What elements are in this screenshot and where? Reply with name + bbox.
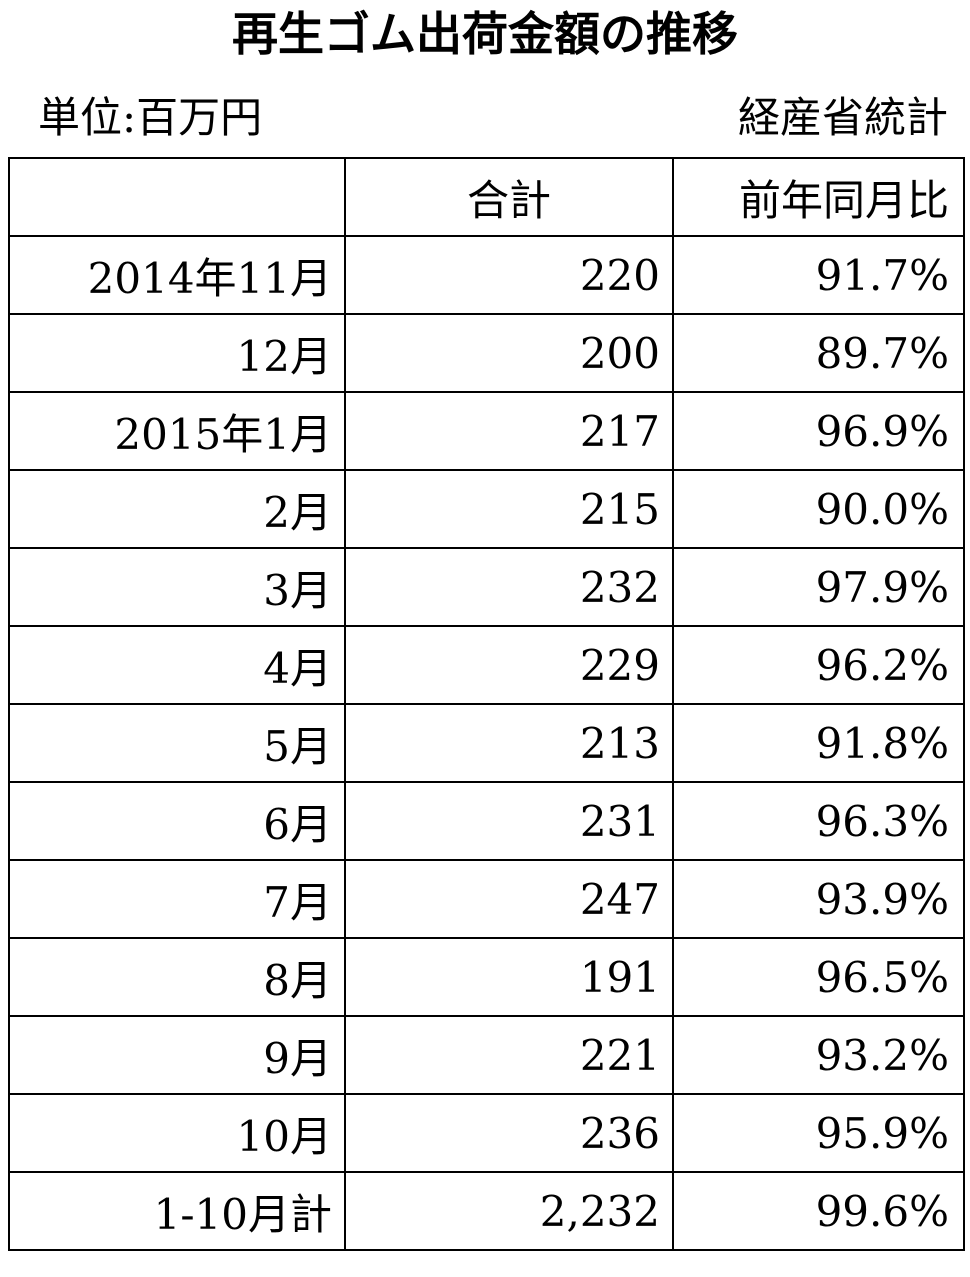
title: 再生ゴム出荷金額の推移	[232, 7, 738, 61]
yoy-cell: 89.7%	[672, 313, 965, 393]
row-label: 10月	[8, 1093, 346, 1173]
total-cell: 217	[344, 391, 674, 471]
yoy-cell: 90.0%	[672, 469, 965, 549]
unit: 単位:百万円	[38, 93, 263, 142]
data-row: 2014年11月 220 91.7%	[8, 235, 965, 315]
row-label: 2014年11月	[8, 235, 346, 315]
data-row: 6月 231 96.3%	[8, 781, 965, 861]
yoy-cell: 93.9%	[672, 859, 965, 939]
yoy-cell: 93.2%	[672, 1015, 965, 1095]
total-cell: 229	[344, 625, 674, 705]
row-label: 2015年1月	[8, 391, 346, 471]
data-row: 2015年1月 217 96.9%	[8, 391, 965, 471]
row-label: 12月	[8, 313, 346, 393]
data-row: 9月 221 93.2%	[8, 1015, 965, 1095]
row-label: 5月	[8, 703, 346, 783]
yoy-cell: 96.3%	[672, 781, 965, 861]
table-body: 合計 前年同月比 2014年11月 220 91.7% 12月 200 89.7% 2015…	[8, 157, 965, 1251]
row-label: 2月	[8, 469, 346, 549]
row-label: 9月	[8, 1015, 346, 1095]
total-cell: 213	[344, 703, 674, 783]
total-cell: 2,232	[344, 1171, 674, 1251]
data-row: 10月 236 95.9%	[8, 1093, 965, 1173]
total-cell: 236	[344, 1093, 674, 1173]
yoy-cell: 95.9%	[672, 1093, 965, 1173]
total-cell: 200	[344, 313, 674, 393]
row-label: 1-10月計	[8, 1171, 346, 1251]
total-cell: 220	[344, 235, 674, 315]
data-row: 4月 229 96.2%	[8, 625, 965, 705]
yoy-cell: 97.9%	[672, 547, 965, 627]
row-label: 4月	[8, 625, 346, 705]
total-cell: 232	[344, 547, 674, 627]
row-label: 3月	[8, 547, 346, 627]
row-label: 7月	[8, 859, 346, 939]
yoy-cell: 96.5%	[672, 937, 965, 1017]
data-row: 2月 215 90.0%	[8, 469, 965, 549]
total-cell: 221	[344, 1015, 674, 1095]
data-row: 8月 191 96.5%	[8, 937, 965, 1017]
total-cell: 231	[344, 781, 674, 861]
data-row: 12月 200 89.7%	[8, 313, 965, 393]
data-row: 5月 213 91.8%	[8, 703, 965, 783]
total-cell: 191	[344, 937, 674, 1017]
header-row: 合計 前年同月比	[8, 157, 965, 237]
yoy-cell: 91.8%	[672, 703, 965, 783]
total-cell: 247	[344, 859, 674, 939]
yoy-cell: 96.2%	[672, 625, 965, 705]
row-label: 8月	[8, 937, 346, 1017]
total-cell: 215	[344, 469, 674, 549]
source: 経産省統計	[737, 93, 948, 142]
data-row: 7月 247 93.9%	[8, 859, 965, 939]
header-cell: 合計	[344, 157, 674, 237]
yoy-cell: 99.6%	[672, 1171, 965, 1251]
yoy-cell: 91.7%	[672, 235, 965, 315]
data-row: 1-10月計 2,232 99.6%	[8, 1171, 965, 1251]
data-row: 3月 232 97.9%	[8, 547, 965, 627]
yoy-cell: 96.9%	[672, 391, 965, 471]
header-cell	[8, 157, 346, 237]
header-cell: 前年同月比	[672, 157, 965, 237]
data-table: 合計 前年同月比 2014年11月 220 91.7% 12月 200 89.7% 2015…	[8, 157, 965, 1251]
row-label: 6月	[8, 781, 346, 861]
